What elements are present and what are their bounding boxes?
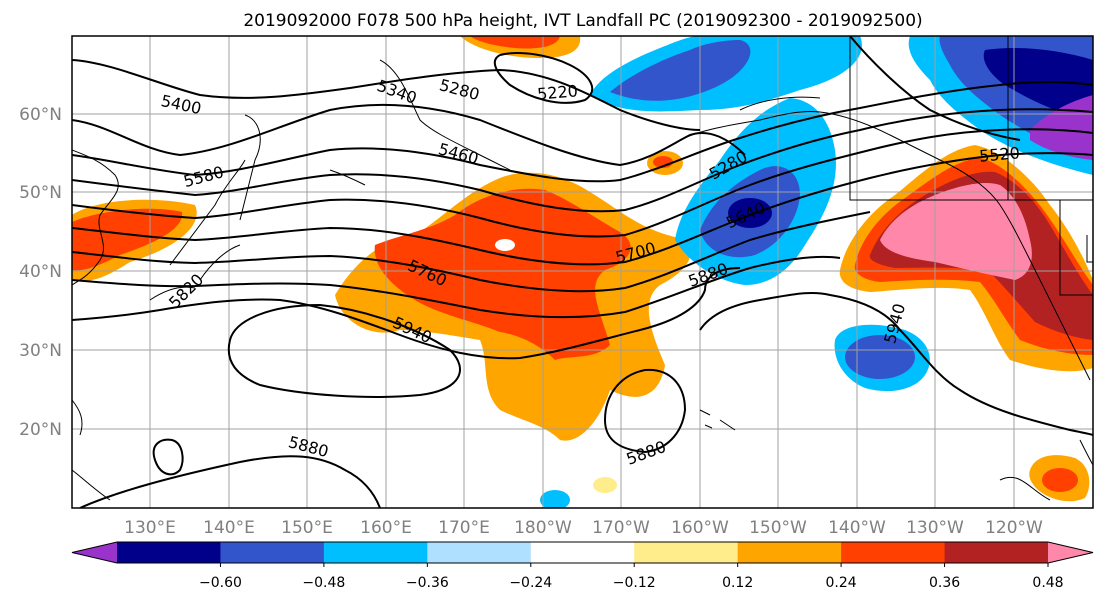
- lon-label: 150°E: [281, 518, 333, 538]
- colorbar-segment: [530, 542, 635, 563]
- lat-label: 60°N: [19, 105, 62, 125]
- lon-label: 140°W: [828, 518, 886, 538]
- ivt-shading: [72, 36, 1093, 508]
- colorbar-ticks: −0.60 −0.48 −0.36 −0.24 −0.12 0.12 0.24 0.36 0.4…: [199, 563, 1064, 591]
- figure-title: 2019092000 F078 500 hPa height, IVT Land…: [243, 11, 922, 31]
- lat-label: 40°N: [19, 262, 62, 282]
- colorbar-tick-label: 0.12: [722, 575, 753, 591]
- lon-label: 120°W: [985, 518, 1043, 538]
- contour-label: 5220: [536, 81, 578, 103]
- longitude-labels: 130°E 140°E 150°E 160°E 170°E 180°W 170°…: [124, 518, 1043, 538]
- graticule: [72, 36, 1093, 508]
- colorbar: −0.60 −0.48 −0.36 −0.24 −0.12 0.12 0.24 0.36 0.4…: [71, 541, 1094, 591]
- colorbar-segment: [944, 542, 1049, 563]
- lon-label: 170°E: [438, 518, 490, 538]
- ivt-positive-north-core: [470, 36, 560, 49]
- colorbar-tick-label: 0.36: [929, 575, 960, 591]
- colorbar-segment: [323, 542, 428, 563]
- ivt-negative-tiny: [540, 490, 570, 508]
- lat-label: 30°N: [19, 341, 62, 361]
- lon-label: 140°E: [203, 518, 255, 538]
- ivt-positive-southeast-core: [1042, 468, 1078, 492]
- lon-label: 130°E: [124, 518, 176, 538]
- lat-label: 50°N: [19, 183, 62, 203]
- lon-label: 160°W: [671, 518, 729, 538]
- colorbar-segment: [737, 542, 842, 563]
- latitude-labels: 60°N 50°N 40°N 30°N 20°N: [19, 105, 62, 440]
- colorbar-tick-label: −0.60: [199, 575, 242, 591]
- ivt-positive-east-strongest: [880, 183, 1032, 280]
- colorbar-extend-min: [72, 542, 117, 563]
- ivt-positive-tiny: [593, 477, 617, 493]
- colorbar-outline: [71, 541, 1094, 564]
- contour-label: 5520: [978, 143, 1020, 165]
- colorbar-tick-label: −0.48: [302, 575, 345, 591]
- colorbar-segment: [841, 542, 946, 563]
- colorbar-segments: [71, 541, 1094, 564]
- ivt-negative-subtropical-core: [845, 335, 915, 379]
- ivt-negative-northeast-mid: [610, 40, 751, 101]
- lat-label: 20°N: [19, 420, 62, 440]
- colorbar-segment: [427, 542, 532, 563]
- map-frame: [71, 35, 1094, 509]
- colorbar-tick-label: 0.48: [1032, 575, 1063, 591]
- ivt-negative-upper-right-core: [983, 48, 1093, 120]
- colorbar-tick-label: 0.24: [826, 575, 857, 591]
- colorbar-tick-label: −0.24: [509, 575, 552, 591]
- colorbar-segment: [117, 542, 221, 563]
- lon-label: 130°W: [906, 518, 964, 538]
- height-contours: [72, 36, 1093, 508]
- ivt-neutral-hole: [495, 239, 515, 251]
- lon-label: 150°W: [749, 518, 807, 538]
- colorbar-segment: [634, 542, 739, 563]
- colorbar-tick-label: −0.12: [613, 575, 656, 591]
- lon-label: 170°W: [592, 518, 650, 538]
- colorbar-segment: [220, 542, 325, 563]
- lon-label: 160°E: [360, 518, 412, 538]
- colorbar-tick-label: −0.36: [406, 575, 449, 591]
- colorbar-extend-max: [1048, 542, 1093, 563]
- lon-label: 180°W: [514, 518, 572, 538]
- ivt-negative-gulf-core: [728, 198, 772, 228]
- coastlines: [72, 36, 1093, 501]
- map-panel: 5400 5340 5280 5220 5460 5580 5280 5520 …: [71, 35, 1094, 509]
